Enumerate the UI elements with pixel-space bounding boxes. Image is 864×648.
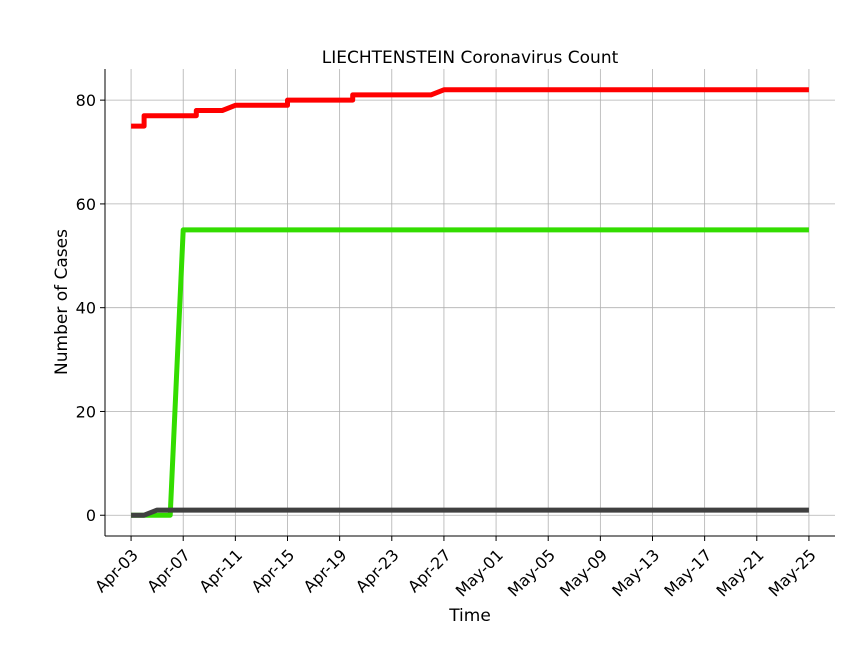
x-tick-label: Apr-07 [143,545,194,596]
series-line-1 [131,87,809,129]
x-tick-label: Apr-19 [300,545,351,596]
x-tick-label: May-13 [608,545,663,600]
x-tick-label: May-17 [660,545,715,600]
x-tick-label: Apr-11 [195,545,246,596]
x-tick-label: May-09 [556,545,611,600]
y-tick-label: 80 [76,91,96,110]
y-tick-label: 0 [86,506,96,525]
axes-layer [104,69,835,537]
chart-title: LIECHTENSTEIN Coronavirus Count [322,48,619,68]
y-axis-label: Number of Cases [52,229,72,375]
y-tick-label: 60 [76,195,96,214]
x-tick-label: May-01 [452,545,507,600]
series-line-2 [131,227,809,518]
x-axis-label: Time [448,606,491,626]
series-layer [131,87,809,518]
x-tick-label: May-21 [713,545,768,600]
x-tick-label: Apr-15 [248,545,299,596]
x-tick-label: Apr-23 [352,545,403,596]
x-tick-label: Apr-03 [91,545,142,596]
y-tick-label: 20 [76,402,96,421]
series-line-3 [131,507,809,518]
y-tick-label: 40 [76,299,96,318]
grid-layer [105,69,835,536]
x-tick-label: May-05 [504,545,559,600]
x-tick-label: May-25 [765,545,820,600]
x-tick-label: Apr-27 [404,545,455,596]
